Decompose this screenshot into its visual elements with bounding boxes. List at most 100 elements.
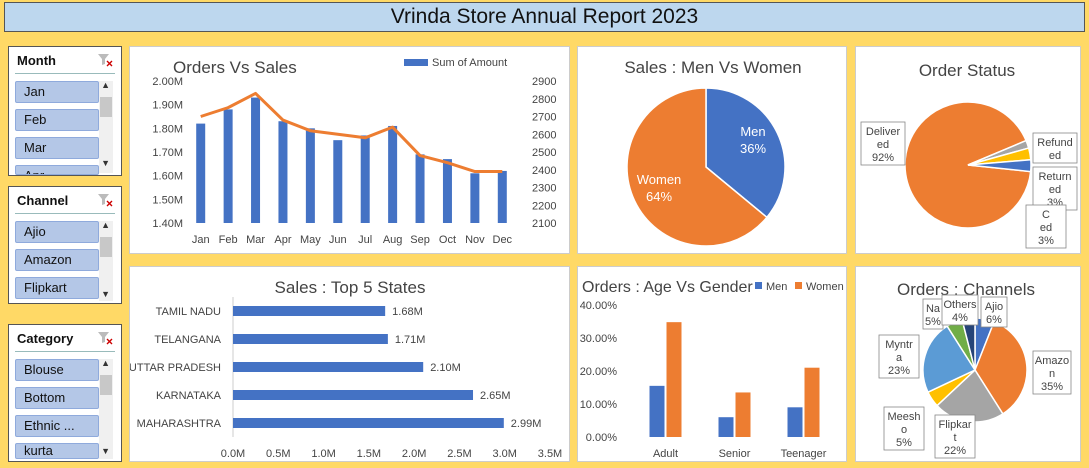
orders-line	[200, 91, 503, 174]
slice-label: Amazo	[1035, 355, 1069, 367]
slice-label: C	[1042, 209, 1050, 221]
slicer-title: Channel	[17, 193, 69, 208]
slicer-title: Category	[17, 331, 74, 346]
x-tick-label: Apr	[274, 234, 291, 246]
slice-label: Return	[1038, 171, 1071, 183]
slice-label: ed	[1040, 222, 1052, 234]
legend-label: Women	[806, 281, 844, 293]
chart-title: Order Status	[919, 61, 1015, 80]
x-tick-label: 2.5M	[447, 448, 471, 460]
pie-slice	[705, 87, 786, 219]
callout-box	[1032, 132, 1078, 164]
data-label: 2.99M	[511, 418, 542, 430]
scroll-up-icon[interactable]: ▲	[101, 220, 110, 230]
slicer-item[interactable]: kurta	[15, 443, 99, 459]
bar	[305, 128, 315, 223]
y-tick-label: 1.70M	[152, 147, 183, 159]
y2-tick-label: 2700	[532, 112, 556, 124]
scroll-down-icon[interactable]: ▼	[101, 158, 110, 168]
slicer-item[interactable]: Jan	[15, 81, 99, 103]
x-tick-label: May	[300, 234, 321, 246]
slicer-item[interactable]: Apr	[15, 165, 99, 175]
x-tick-label: Senior	[719, 448, 751, 460]
category-label: KARNATAKA	[156, 390, 222, 402]
top-states-chart: Sales : Top 5 States TAMIL NADU 1.68M TELAN…	[129, 278, 562, 460]
slicer-item[interactable]: Amazon	[15, 249, 99, 271]
bar	[497, 170, 507, 223]
scroll-up-icon[interactable]: ▲	[101, 80, 110, 90]
bar	[470, 173, 480, 223]
legend-swatch	[404, 59, 428, 66]
x-tick-label: Jan	[192, 234, 210, 246]
y-tick-label: 1.50M	[152, 194, 183, 206]
x-tick-label: Sep	[410, 234, 430, 246]
slicer-scrollbar[interactable]	[99, 81, 113, 173]
slicer-header: Month	[15, 47, 115, 74]
scrollbar-thumb[interactable]	[100, 97, 112, 117]
scrollbar-thumb[interactable]	[100, 375, 112, 395]
y-tick-label: 40.00%	[580, 300, 618, 312]
category-label: MAHARASHTRA	[137, 418, 222, 430]
chart-title: Orders : Age Vs Gender	[582, 279, 753, 296]
x-tick-label: 1.0M	[311, 448, 335, 460]
slice-label: Women	[637, 172, 682, 187]
bar	[360, 135, 370, 223]
slicer-category[interactable]: Category Blouse Bottom Ethnic ... kurta …	[8, 324, 122, 462]
bar	[735, 392, 751, 437]
scroll-up-icon[interactable]: ▲	[101, 358, 110, 368]
bar	[787, 407, 803, 437]
clear-filter-icon[interactable]	[97, 193, 113, 207]
bar	[196, 123, 206, 223]
chart-title: Orders : Channels	[897, 280, 1035, 299]
legend-swatch	[755, 282, 762, 289]
bar	[233, 334, 388, 344]
slice-label: Myntr	[885, 339, 913, 351]
y-tick-label: 1.60M	[152, 171, 183, 183]
slicer-channel[interactable]: Channel Ajio Amazon Flipkart ▲ ▼	[8, 186, 122, 304]
scrollbar-thumb[interactable]	[100, 237, 112, 257]
x-tick-label: Dec	[493, 234, 513, 246]
slice-percent: 6%	[986, 314, 1002, 326]
slicer-scrollbar[interactable]	[99, 359, 113, 459]
slicer-scrollbar[interactable]	[99, 221, 113, 301]
order-status-panel: Order Status Deliver ed 92% Refund ed Return ed…	[855, 46, 1081, 254]
bar	[442, 159, 452, 223]
slicer-item[interactable]: Feb	[15, 109, 99, 131]
clear-filter-icon[interactable]	[97, 53, 113, 67]
slicer-item[interactable]: Ajio	[15, 221, 99, 243]
order-status-chart: Order StatusDelivered92%RefundedReturned…	[860, 61, 1078, 249]
scroll-down-icon[interactable]: ▼	[101, 289, 110, 299]
slice-percent: 23%	[888, 365, 910, 377]
slicer-item[interactable]: Ethnic ...	[15, 415, 99, 437]
slicer-item[interactable]: Mar	[15, 137, 99, 159]
pie-slice	[904, 101, 1032, 229]
slicer-item[interactable]: Flipkart	[15, 277, 99, 299]
category-label: TELANGANA	[154, 334, 221, 346]
y2-tick-label: 2900	[532, 76, 556, 88]
y-tick-label: 10.00%	[580, 399, 618, 411]
callout-box	[1025, 204, 1067, 249]
slicer-month[interactable]: Month Jan Feb Mar Apr ▲ ▼	[8, 46, 122, 176]
x-tick-label: Feb	[219, 234, 238, 246]
bar	[718, 417, 734, 437]
bar	[233, 390, 474, 400]
x-tick-label: 0.5M	[266, 448, 290, 460]
clear-filter-icon[interactable]	[97, 331, 113, 345]
y2-tick-label: 2100	[532, 218, 556, 230]
data-label: 2.65M	[480, 390, 511, 402]
slice-label: ed	[1049, 150, 1061, 162]
slice-label: ed	[877, 139, 889, 151]
bar	[415, 154, 425, 223]
slice-label: a	[896, 352, 903, 364]
slice-label: Men	[740, 124, 765, 139]
men-vs-women-chart: Sales : Men Vs Women Men 36% Women 64%	[624, 58, 802, 247]
chart-title: Sales : Men Vs Women	[624, 58, 801, 77]
slice-percent: 22%	[944, 445, 966, 457]
bar	[804, 367, 820, 437]
y2-tick-label: 2400	[532, 165, 556, 177]
scroll-down-icon[interactable]: ▼	[101, 446, 110, 456]
chart-title: Orders Vs Sales	[173, 58, 297, 77]
slicer-item[interactable]: Bottom	[15, 387, 99, 409]
slicer-item[interactable]: Blouse	[15, 359, 99, 381]
